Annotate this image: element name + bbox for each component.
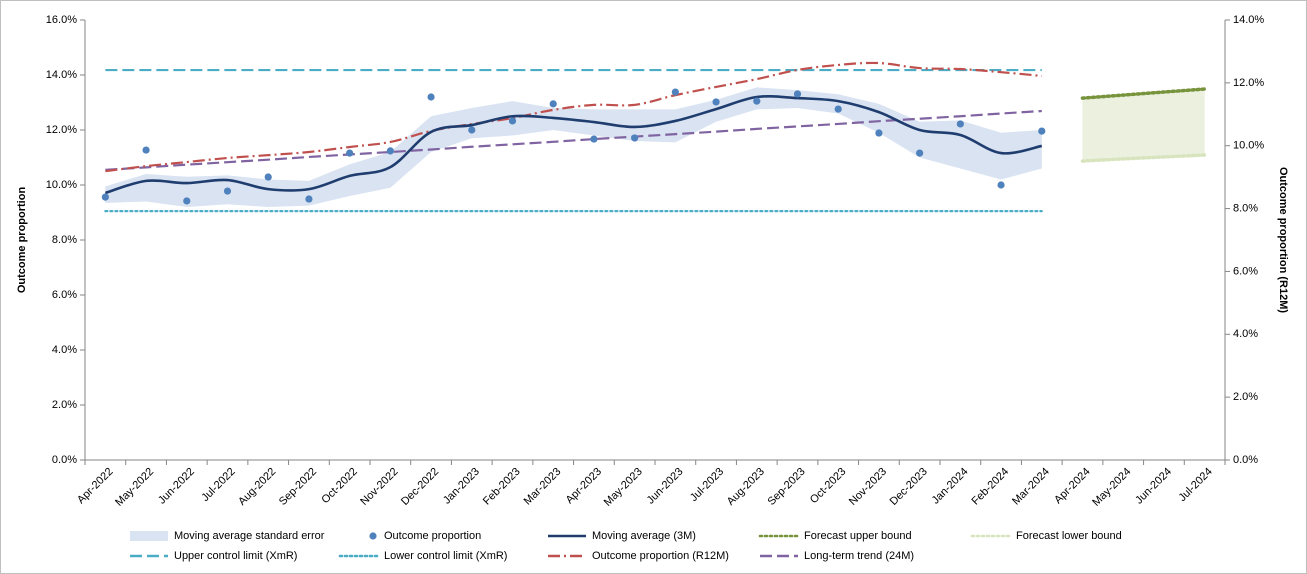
y2-tick-label: 2.0% (1233, 391, 1258, 403)
y-tick-label: 6.0% (52, 289, 77, 301)
legend-label: Lower control limit (XmR) (384, 550, 507, 562)
forecast-band (1082, 89, 1205, 162)
legend-label: Forecast lower bound (1016, 530, 1122, 542)
y-tick-label: 12.0% (46, 124, 77, 136)
data-point (223, 187, 232, 195)
series-line (105, 61, 1042, 173)
y-tick-label: 4.0% (52, 344, 77, 356)
series-line (105, 109, 1042, 171)
legend-label: Moving average standard error (174, 530, 325, 542)
y-tick-label: 10.0% (46, 179, 77, 191)
series-line (1080, 153, 1207, 163)
series-line (104, 95, 1043, 195)
data-point (142, 146, 150, 154)
data-point (590, 135, 598, 143)
data-point (793, 90, 802, 98)
data-point (753, 97, 761, 105)
legend-swatch (369, 532, 377, 540)
y-tick-label: 0.0% (52, 454, 77, 466)
data-point (712, 98, 720, 106)
data-point (264, 173, 272, 181)
data-point (427, 93, 435, 101)
legend-label: Outcome proportion (384, 530, 481, 542)
data-point (875, 129, 883, 137)
data-point (956, 120, 964, 128)
legend-label: Outcome proportion (R12M) (592, 550, 729, 562)
y-tick-label: 14.0% (46, 69, 77, 81)
legend-label: Forecast upper bound (804, 530, 912, 542)
data-point (386, 147, 394, 155)
data-point (101, 193, 109, 201)
data-point (916, 149, 924, 157)
y-tick-label: 2.0% (52, 399, 77, 411)
data-point (549, 100, 557, 108)
y2-tick-label: 6.0% (1233, 265, 1258, 277)
legend-label: Long-term trend (24M) (804, 550, 914, 562)
y-tick-label: 8.0% (52, 234, 77, 246)
legend-label: Upper control limit (XmR) (174, 550, 297, 562)
data-point (183, 197, 191, 205)
y-axis-title: Outcome proportion (16, 187, 28, 294)
y2-tick-label: 12.0% (1233, 77, 1264, 89)
y2-tick-label: 10.0% (1233, 140, 1264, 152)
y-tick-label: 16.0% (46, 14, 77, 26)
y2-tick-label: 4.0% (1233, 328, 1258, 340)
data-point (997, 181, 1005, 189)
standard-error-band (105, 87, 1042, 207)
data-point (671, 88, 679, 96)
data-point (1038, 127, 1046, 135)
data-point (468, 126, 476, 134)
data-point (834, 105, 842, 113)
legend-label: Moving average (3M) (592, 530, 696, 542)
y2-tick-label: 8.0% (1233, 202, 1258, 214)
y2-axis-title: Outcome proportion (R12M) (1277, 167, 1289, 313)
data-point (508, 117, 517, 125)
data-point (346, 149, 354, 157)
y2-tick-label: 14.0% (1233, 14, 1264, 26)
y2-tick-label: 0.0% (1233, 454, 1258, 466)
series-line (1080, 87, 1207, 100)
data-point (631, 134, 639, 142)
legend-swatch (130, 531, 168, 541)
data-point (305, 195, 313, 203)
